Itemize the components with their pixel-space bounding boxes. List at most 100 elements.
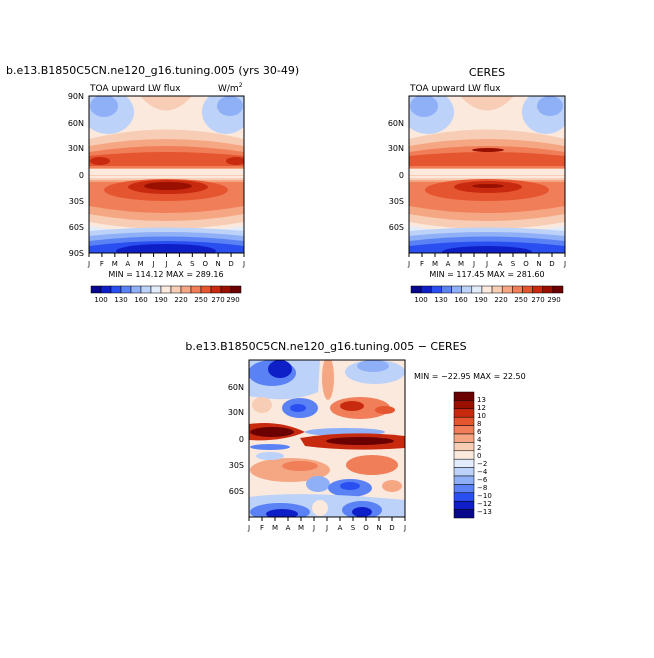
diff-x-tick-9: O	[363, 524, 369, 532]
diff-x-tick-11: D	[389, 524, 394, 532]
diff-sh-cool-2	[306, 476, 330, 492]
obs-x-tick-9: O	[523, 260, 529, 268]
obs-colorbar-swatch-5	[461, 285, 473, 294]
diff-colorbar-swatch-10	[453, 475, 475, 485]
diff-sh-warm-2	[282, 461, 318, 471]
model-colorbar	[90, 285, 242, 294]
obs-variable-label: TOA upward LW flux	[409, 84, 501, 94]
model-units-label: W/m2	[218, 82, 243, 94]
diff-colorbar-swatch-2	[453, 408, 475, 418]
model-colorbar-swatch-11	[200, 285, 212, 294]
model-cb-label-0: 100	[94, 296, 107, 304]
model-colorbar-swatch-12	[210, 285, 222, 294]
obs-colorbar-swatch-12	[532, 285, 543, 294]
diff-x-tick-3: A	[286, 524, 291, 532]
diff-y-tick-3: 30S	[229, 461, 244, 470]
obs-y-tick-1: 30N	[388, 144, 404, 153]
model-cb-label-3: 190	[154, 296, 167, 304]
model-itcz-band	[89, 169, 244, 175]
diff-sp-cool-core-2	[352, 507, 372, 517]
diff-cb-label-0: 13	[477, 396, 486, 404]
diff-x-tick-12: J	[403, 524, 406, 532]
model-x-tick-1: F	[100, 260, 104, 268]
model-colorbar-swatch-7	[160, 285, 172, 294]
model-x-tick-2: M	[112, 260, 118, 268]
model-field	[89, 96, 244, 253]
obs-x-tick-1: F	[420, 260, 424, 268]
obs-cb-label-1: 130	[434, 296, 447, 304]
diff-eq-warm-east-core	[326, 437, 394, 445]
diff-x-tick-8: S	[351, 524, 356, 532]
diff-x-tick-1: F	[260, 524, 264, 532]
diff-colorbar-swatch-1	[453, 400, 475, 410]
diff-cb-label-11: −8	[477, 484, 487, 492]
obs-x-tick-10: N	[536, 260, 541, 268]
obs-x-tick-8: S	[511, 260, 516, 268]
obs-colorbar	[410, 285, 564, 294]
model-y-tick-5: 60S	[69, 223, 84, 232]
model-x-tick-8: S	[190, 260, 195, 268]
diff-sp-neutral	[312, 500, 328, 516]
obs-arctic-warm-tongue	[460, 96, 514, 111]
obs-colorbar-swatch-4	[451, 285, 462, 294]
model-y-tick-0: 90N	[68, 92, 84, 101]
model-units-text: W/m	[218, 84, 239, 94]
obs-y-tick-4: 60S	[389, 223, 404, 232]
diff-nh-cool-4	[357, 360, 389, 372]
diff-colorbar-swatch-12	[453, 492, 475, 502]
diff-colorbar-swatch-11	[453, 484, 475, 494]
diff-colorbar-swatch-4	[453, 425, 475, 435]
diff-eq-cool-west	[250, 444, 290, 450]
diff-mid-warm-0	[252, 397, 272, 413]
model-colorbar-swatch-6	[150, 285, 162, 294]
diff-cb-label-7: 0	[477, 452, 481, 460]
diff-colorbar-labels: 13 12 10 8 6 4 2 0 −2 −4 −6 −8 −10 −12 −…	[477, 396, 492, 516]
diff-cb-label-13: −12	[477, 500, 492, 508]
model-cb-label-2: 160	[134, 296, 147, 304]
diff-colorbar-swatch-13	[453, 500, 475, 510]
model-x-tick-3: A	[125, 260, 130, 268]
obs-colorbar-swatch-3	[441, 285, 452, 294]
obs-x-tick-2: M	[432, 260, 438, 268]
obs-colorbar-swatch-10	[512, 285, 523, 294]
obs-cb-label-6: 270	[531, 296, 544, 304]
diff-x-tick-6: J	[325, 524, 328, 532]
model-y-tick-1: 60N	[68, 119, 84, 128]
obs-x-tick-5: J	[472, 260, 475, 268]
obs-nh-core	[472, 148, 504, 152]
diff-x-tick-10: N	[376, 524, 381, 532]
diff-y-tick-2: 0	[239, 435, 244, 444]
diff-cb-label-4: 6	[477, 428, 482, 436]
obs-colorbar-swatch-1	[420, 285, 432, 294]
diff-x-tick-5: J	[312, 524, 315, 532]
model-np-blob-4	[217, 96, 243, 116]
model-cb-label-1: 130	[114, 296, 127, 304]
diff-title: b.e13.B1850C5CN.ne120_g16.tuning.005 − C…	[185, 340, 466, 353]
model-colorbar-swatch-13	[220, 285, 232, 294]
diff-colorbar-swatch-6	[453, 442, 475, 452]
diff-x-tick-4: M	[298, 524, 304, 532]
diff-sh-warm-3	[346, 455, 398, 475]
diff-nh-cool-core	[268, 360, 292, 378]
model-cb-label-6: 270	[211, 296, 224, 304]
obs-x-tick-4: M	[458, 260, 464, 268]
model-y-tick-6: 90S	[69, 249, 84, 258]
diff-stats: MIN = −22.95 MAX = 22.50	[414, 372, 526, 381]
diff-cb-label-8: −2	[477, 460, 487, 468]
obs-cb-label-0: 100	[414, 296, 427, 304]
diff-cb-label-12: −10	[477, 492, 492, 500]
model-np-blob-2	[90, 96, 118, 117]
diff-eq-warm-west-core	[250, 427, 294, 437]
model-colorbar-swatch-8	[170, 285, 182, 294]
model-x-tick-6: J	[164, 260, 167, 268]
obs-colorbar-swatch-6	[471, 285, 483, 294]
model-title: b.e13.B1850C5CN.ne120_g16.tuning.005 (yr…	[6, 64, 299, 77]
diff-y-tick-4: 60S	[229, 487, 244, 496]
model-nh-band-4	[89, 152, 244, 166]
diff-nh-warm-streak	[322, 360, 334, 400]
diff-x-tick-0: J	[247, 524, 250, 532]
obs-x-tick-11: D	[549, 260, 554, 268]
obs-panel: CERES TOA upward LW flux	[388, 66, 566, 304]
model-x-tick-5: J	[152, 260, 155, 268]
model-y-tick-4: 30S	[69, 197, 84, 206]
